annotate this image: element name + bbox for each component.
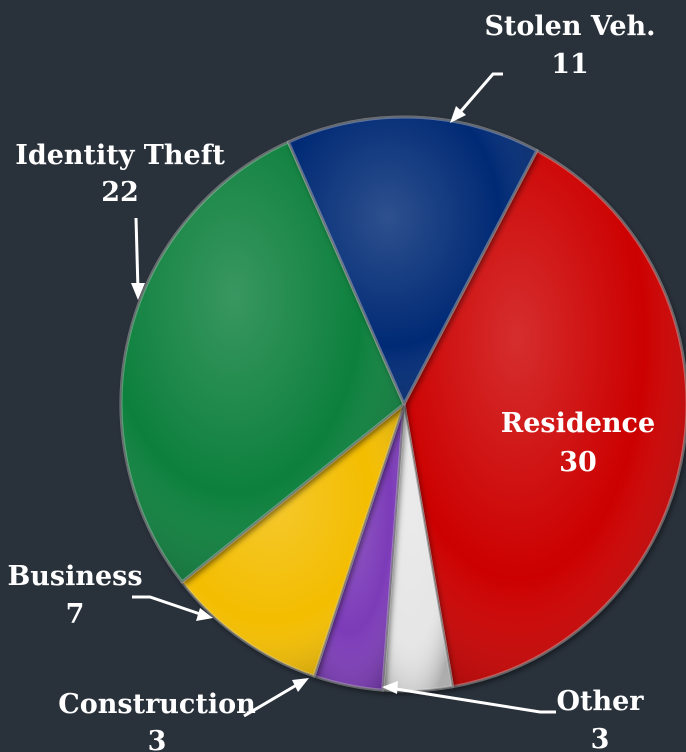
label-construction: Construction (58, 689, 256, 720)
value-business: 7 (66, 599, 85, 630)
slice-construction (312, 402, 406, 692)
leader-arrows (131, 72, 556, 718)
slice-stolen-veh-bevel (286, 115, 539, 406)
value-identity-theft: 22 (101, 177, 139, 208)
label-identity-theft: Identity Theft (15, 140, 225, 171)
value-residence: 30 (559, 447, 597, 478)
slice-business-bevel (180, 402, 406, 678)
value-construction: 3 (148, 726, 167, 752)
slice-business (180, 401, 407, 678)
label-stolen-veh: Stolen Veh. (484, 11, 655, 42)
slice-residence (402, 149, 686, 689)
label-residence: Residence (501, 408, 655, 439)
slice-stolen-veh (286, 115, 539, 407)
value-stolen-veh: 11 (551, 49, 589, 80)
arrow-business (132, 595, 213, 621)
label-business: Business (7, 561, 142, 592)
arrow-other (382, 681, 556, 714)
slice-identity-theft-bevel (119, 140, 406, 584)
arrow-identity-theft (131, 217, 145, 300)
pie-labels: Residence 30 Other 3 Construction 3 Busi… (7, 11, 655, 752)
slice-residence-bevel (402, 149, 686, 689)
slice-identity-theft (119, 140, 406, 584)
arrow-construction (243, 678, 309, 718)
label-other: Other (556, 686, 644, 717)
arrow-stolen-veh (450, 72, 503, 123)
pie-slices (119, 115, 686, 693)
value-other: 3 (591, 724, 610, 752)
